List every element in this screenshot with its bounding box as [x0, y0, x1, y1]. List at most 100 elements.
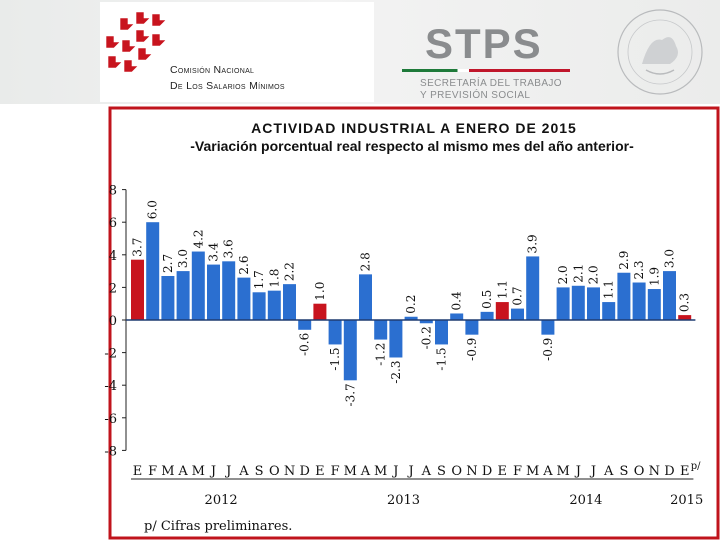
- bar-value-label: 3.6: [222, 239, 236, 258]
- secretariat-name-line2: Y PREVISIÓN SOCIAL: [420, 90, 531, 101]
- bar: [404, 316, 418, 320]
- bar: [146, 222, 160, 320]
- y-tick-label: 6: [109, 216, 117, 231]
- chart-frame: [108, 106, 720, 540]
- x-category-label: M: [344, 464, 357, 479]
- x-category-label: N: [284, 464, 295, 479]
- bar-value-label: 3.7: [131, 238, 145, 257]
- bar: [131, 259, 144, 320]
- bar-value-label: 1.1: [602, 280, 616, 299]
- cnsm-logo-icon: [105, 11, 167, 73]
- bar: [161, 275, 175, 320]
- bar-value-label: 3.9: [526, 234, 540, 253]
- bar-value-label: -0.9: [465, 338, 479, 361]
- y-tick-label: 4: [109, 249, 117, 264]
- x-category-label: F: [148, 464, 157, 479]
- bar-value-label: 1.1: [495, 280, 509, 299]
- bar: [495, 302, 509, 320]
- bar: [207, 264, 220, 320]
- bar: [222, 261, 236, 320]
- bar-value-label: 1.0: [313, 282, 327, 301]
- x-category-label: A: [542, 464, 553, 479]
- bar-value-label: 2.7: [161, 254, 175, 273]
- national-seal-icon: [617, 9, 703, 95]
- bar: [571, 285, 585, 320]
- bar: [602, 302, 616, 320]
- bar-value-label: 0.7: [511, 286, 525, 305]
- y-tick-label: 8: [109, 184, 117, 199]
- footnote: p/ Cifras preliminares.: [144, 519, 292, 534]
- secretariat-name-line1: SECRETARÍA DEL TRABAJO: [420, 78, 562, 89]
- bar-value-label: -1.2: [374, 343, 388, 366]
- bar-value-label: 4.2: [191, 229, 205, 248]
- bar: [435, 320, 448, 345]
- header-banner: Comisión Nacional De Los Salarios Mínimo…: [0, 0, 720, 104]
- bar-value-label: 2.3: [632, 260, 646, 279]
- bar: [465, 320, 479, 335]
- value-labels: 3.76.02.7 3.04.23.4 3.62.61.7 1.8 2.2-0.61.0…: [131, 200, 692, 406]
- bar: [237, 277, 251, 320]
- y-axis: -8 -6 -4 -2 0 2 4 6 8: [104, 184, 127, 459]
- y-tick-label: -6: [104, 412, 117, 427]
- bar: [617, 272, 631, 320]
- year-label: 2012: [205, 493, 238, 508]
- x-category-label: S: [255, 464, 264, 479]
- year-label: 2013: [387, 493, 420, 508]
- bar: [480, 311, 494, 320]
- bar: [541, 320, 555, 335]
- x-category-label: M: [374, 464, 387, 479]
- bar: [647, 289, 661, 320]
- x-category-label: F: [513, 464, 522, 479]
- bar-value-label: 3.4: [207, 242, 221, 261]
- bar-value-label: 0.3: [678, 293, 692, 312]
- bar-value-label: 2.1: [571, 264, 585, 283]
- x-category-label: O: [269, 464, 280, 479]
- bar: [252, 292, 266, 320]
- bar-value-label: -1.5: [328, 347, 342, 370]
- x-category-label: A: [421, 464, 432, 479]
- bar: [450, 313, 464, 320]
- bar-value-label: 2.0: [587, 265, 601, 284]
- bar-value-label: 2.0: [556, 265, 570, 284]
- bar: [374, 320, 388, 340]
- x-category-label: O: [451, 464, 462, 479]
- x-category-label: M: [161, 464, 174, 479]
- bar-value-label: -1.5: [435, 347, 449, 370]
- x-category-label: A: [360, 464, 371, 479]
- bar: [587, 287, 600, 320]
- x-category-label: S: [619, 464, 628, 479]
- x-category-label: A: [238, 464, 249, 479]
- bar: [176, 271, 190, 320]
- commission-name-line2: De Los Salarios Mínimos: [170, 80, 285, 92]
- bar-value-label: 2.8: [359, 252, 373, 271]
- x-category-label: D: [664, 464, 674, 479]
- bar: [526, 256, 540, 320]
- bar: [556, 287, 570, 320]
- bar-value-label: 2.6: [237, 256, 251, 275]
- year-label: 2014: [569, 493, 602, 508]
- secretariat-name: SECRETARÍA DEL TRABAJO Y PREVISIÓN SOCIA…: [420, 78, 562, 102]
- x-category-label: N: [466, 464, 477, 479]
- x-category-label: S: [437, 464, 446, 479]
- bar: [663, 271, 676, 320]
- bar: [359, 274, 372, 320]
- x-category-label: J: [391, 464, 398, 479]
- x-category-label: D: [482, 464, 492, 479]
- bar-value-label: 1.9: [647, 267, 661, 286]
- bar-series: [131, 222, 692, 381]
- y-tick-label: -4: [104, 379, 117, 394]
- y-tick-label: -2: [104, 347, 117, 362]
- year-label: 2015: [670, 493, 703, 508]
- bar-value-label: 0.4: [450, 291, 464, 310]
- preliminary-marker: p/: [691, 461, 701, 472]
- bar-value-label: 1.7: [252, 270, 266, 289]
- x-category-label: M: [556, 464, 569, 479]
- x-category-label: F: [331, 464, 340, 479]
- tricolor-line: [402, 69, 570, 72]
- x-category-label: O: [634, 464, 645, 479]
- y-tick-label: -8: [104, 444, 117, 459]
- bar: [343, 320, 357, 381]
- x-category-label: A: [177, 464, 188, 479]
- bar: [419, 320, 433, 324]
- bar: [632, 282, 646, 320]
